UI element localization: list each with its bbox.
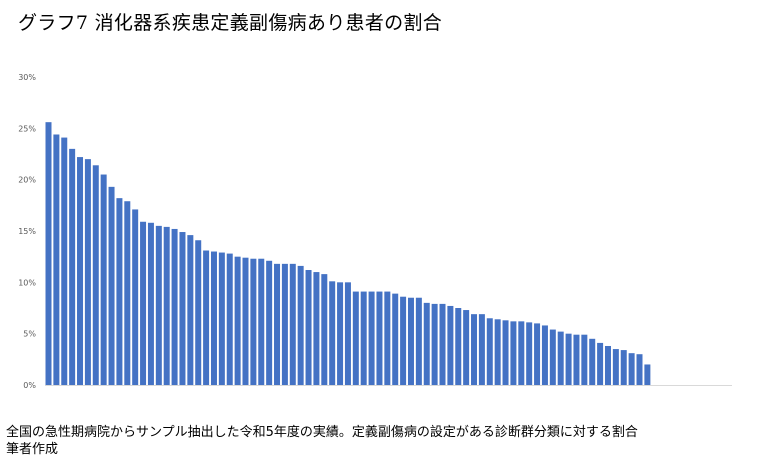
bar (534, 323, 541, 385)
bar (565, 333, 572, 385)
bar (447, 305, 454, 385)
y-tick-label: 30% (18, 73, 36, 82)
y-tick-label: 0% (23, 381, 36, 390)
bar (392, 293, 399, 385)
y-tick-label: 20% (18, 176, 36, 185)
bar (124, 201, 131, 385)
bar (274, 263, 281, 385)
y-tick-label: 15% (18, 227, 36, 236)
bar (423, 302, 430, 385)
bar (431, 303, 438, 385)
bar (297, 265, 304, 385)
bar (471, 314, 478, 385)
bar (69, 148, 76, 385)
bar (612, 349, 619, 385)
bar (61, 137, 68, 385)
bar (313, 272, 320, 385)
bar (140, 221, 147, 385)
bar (620, 350, 627, 385)
bar (415, 297, 422, 385)
bar (581, 334, 588, 385)
bar (163, 226, 170, 385)
bar (250, 258, 257, 385)
bar (352, 291, 359, 385)
chart-title: グラフ7 消化器系疾患定義副傷病あり患者の割合 (18, 12, 443, 34)
bar (116, 198, 123, 385)
bar (400, 296, 407, 385)
bar (541, 325, 548, 385)
bar (573, 334, 580, 385)
bar (344, 282, 351, 385)
bar (597, 342, 604, 385)
bar-chart: 0% 5% 10% 15% 20% 25% 30% (0, 60, 762, 405)
bar (321, 274, 328, 385)
bar (518, 321, 525, 385)
bar (604, 345, 611, 385)
bar (84, 159, 91, 385)
bar (108, 186, 115, 385)
bar (171, 228, 178, 385)
bar (337, 282, 344, 385)
bar (502, 320, 509, 385)
y-tick-label: 5% (23, 330, 36, 339)
bar (187, 235, 194, 385)
y-axis-ticks: 0% 5% 10% 15% 20% 25% 30% (18, 73, 36, 390)
bar (486, 318, 493, 385)
bar (644, 364, 651, 385)
bar (455, 308, 462, 385)
y-tick-label: 10% (18, 278, 36, 287)
bar (368, 291, 375, 385)
bar-series (45, 122, 651, 386)
bar (305, 270, 312, 385)
bar (407, 297, 414, 385)
bar (195, 240, 202, 385)
bar (510, 321, 517, 385)
bar (100, 174, 107, 385)
bar (45, 122, 52, 386)
bar (549, 329, 556, 385)
bar (132, 209, 139, 385)
bar (210, 251, 217, 385)
bar (92, 165, 99, 385)
bar (53, 134, 60, 385)
bar (266, 260, 273, 385)
bar (636, 354, 643, 385)
bar (281, 263, 288, 385)
bar (360, 291, 367, 385)
bar (258, 258, 265, 385)
bar (526, 322, 533, 385)
bar (147, 222, 154, 385)
footnote-source: 全国の急性期病院からサンプル抽出した令和5年度の実績。定義副傷病の設定がある診断… (6, 425, 638, 440)
bar (289, 263, 296, 385)
bar (77, 157, 84, 385)
bar (226, 253, 233, 385)
bar (494, 319, 501, 385)
bar (557, 331, 564, 385)
bar-chart-svg: 0% 5% 10% 15% 20% 25% 30% (18, 73, 732, 390)
bar (463, 310, 470, 385)
bar (439, 303, 446, 385)
bar (329, 281, 336, 385)
bar (234, 256, 241, 385)
chart-footnote: 全国の急性期病院からサンプル抽出した令和5年度の実績。定義副傷病の設定がある診断… (6, 424, 638, 458)
bar (179, 232, 186, 385)
y-tick-label: 25% (18, 124, 36, 133)
bar (242, 257, 249, 385)
bar (203, 250, 210, 385)
bar (155, 225, 162, 385)
bar (628, 353, 635, 385)
bar (218, 252, 225, 385)
bar (376, 291, 383, 385)
footnote-author: 筆者作成 (6, 442, 59, 457)
bar (384, 291, 391, 385)
bar (589, 338, 596, 385)
bar (478, 314, 485, 385)
